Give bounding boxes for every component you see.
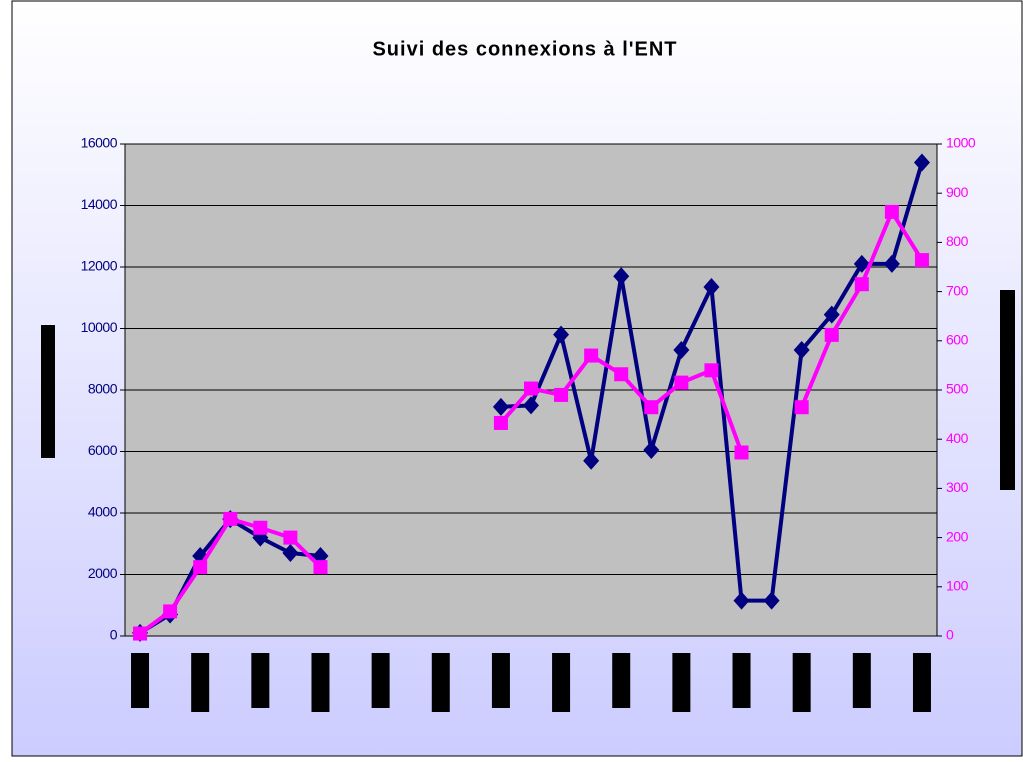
marker xyxy=(854,277,869,292)
x-label-block xyxy=(612,653,631,708)
marker xyxy=(643,440,660,459)
marker xyxy=(613,267,630,286)
x-label-block xyxy=(732,653,751,708)
marker xyxy=(704,363,719,378)
y-tick-label: 14000 xyxy=(81,196,118,212)
x-label-block xyxy=(792,653,811,712)
y-tick-label: 10000 xyxy=(81,319,118,335)
marker xyxy=(824,327,839,342)
marker xyxy=(492,397,509,416)
y2-tick-label: 100 xyxy=(946,578,969,594)
marker xyxy=(133,626,148,641)
marker xyxy=(553,325,570,344)
x-label-block xyxy=(311,653,330,712)
x-label-block xyxy=(371,653,390,708)
x-label-block xyxy=(131,653,150,708)
marker xyxy=(763,591,780,610)
marker xyxy=(853,254,870,273)
y2-tick-label: 600 xyxy=(946,332,969,348)
marker xyxy=(493,415,508,430)
marker xyxy=(554,387,569,402)
marker xyxy=(794,400,809,415)
marker xyxy=(644,400,659,415)
marker xyxy=(584,348,599,363)
marker xyxy=(583,451,600,470)
x-label-block xyxy=(431,653,450,712)
x-label-block xyxy=(552,653,571,712)
y-tick-label: 0 xyxy=(110,627,118,643)
x-label-block xyxy=(852,653,871,708)
marker xyxy=(283,530,298,545)
marker xyxy=(163,604,178,619)
y-tick-label: 6000 xyxy=(88,442,118,458)
marker xyxy=(913,153,930,172)
x-label-block xyxy=(191,653,210,712)
y2-tick-label: 200 xyxy=(946,528,969,544)
y2-tick-label: 400 xyxy=(946,430,969,446)
x-label-block xyxy=(912,653,931,712)
y-tick-label: 2000 xyxy=(88,565,118,581)
marker xyxy=(674,375,689,390)
marker xyxy=(703,277,720,296)
y2-axis-title-block xyxy=(1000,290,1015,490)
marker xyxy=(673,341,690,360)
marker xyxy=(523,396,539,415)
y-axis-title-block xyxy=(41,325,55,458)
y2-tick-label: 1000 xyxy=(946,135,976,151)
marker xyxy=(282,543,299,562)
marker xyxy=(313,560,328,575)
y2-tick-label: 800 xyxy=(946,233,969,249)
x-label-block xyxy=(251,653,270,708)
y-tick-label: 16000 xyxy=(81,135,118,151)
y-tick-label: 12000 xyxy=(81,258,118,274)
y2-tick-label: 700 xyxy=(946,282,969,298)
marker xyxy=(223,511,238,526)
y-tick-label: 8000 xyxy=(88,381,118,397)
marker xyxy=(884,204,899,219)
marker xyxy=(883,254,900,273)
y2-tick-label: 300 xyxy=(946,479,969,495)
x-label-block xyxy=(491,653,510,708)
marker xyxy=(914,253,929,268)
marker xyxy=(614,367,629,382)
y2-tick-label: 900 xyxy=(946,184,969,200)
marker xyxy=(823,305,840,324)
marker xyxy=(734,445,749,460)
chart-title: Suivi des connexions à l'ENT xyxy=(372,38,677,60)
marker xyxy=(524,381,538,396)
marker xyxy=(193,560,208,575)
x-label-block xyxy=(672,653,691,712)
marker xyxy=(733,591,750,610)
y-tick-label: 4000 xyxy=(88,504,118,520)
marker xyxy=(793,341,810,360)
y2-tick-label: 0 xyxy=(946,627,954,643)
y2-tick-label: 500 xyxy=(946,381,969,397)
marker xyxy=(253,520,268,535)
